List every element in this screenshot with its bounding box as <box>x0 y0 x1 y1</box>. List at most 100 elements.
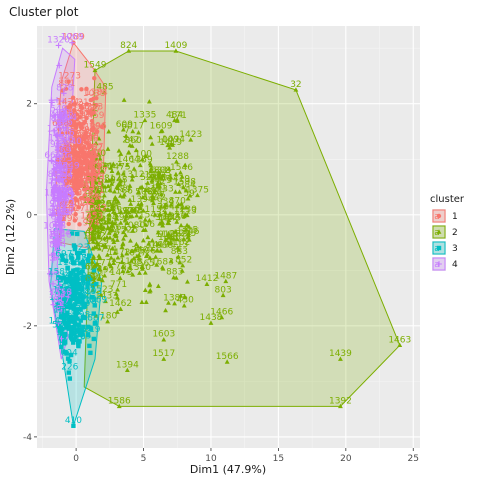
point-label-filler: 190 <box>113 213 130 223</box>
point-label-filler: 581 <box>57 193 74 203</box>
grid-major <box>37 26 420 448</box>
point-label-filler: 1543 <box>139 211 162 221</box>
point-label-filler: 783 <box>86 103 103 113</box>
point-cluster-3 <box>76 343 81 349</box>
point-cluster-2 <box>109 176 115 182</box>
point-cluster-3 <box>67 325 72 331</box>
point-cluster-2 <box>91 221 97 226</box>
point-cluster-3 <box>76 270 81 276</box>
point-cluster-1 <box>80 170 85 175</box>
point-label-filler: 115 <box>78 179 95 189</box>
point-label-filler: 1473 <box>110 268 133 278</box>
point-cluster-2 <box>182 294 188 300</box>
point-labeled-cluster-2 <box>176 181 182 187</box>
point-cluster-2 <box>182 162 188 168</box>
point-cluster-2 <box>115 182 121 188</box>
point-label-filler: 603 <box>85 230 102 240</box>
point-cluster-4 <box>58 176 64 182</box>
point-label-filler: 555 <box>70 303 87 313</box>
point-cluster-2 <box>115 199 121 204</box>
cluster-points <box>47 39 403 428</box>
point-cluster-4 <box>63 124 70 131</box>
point-cluster-2 <box>100 242 106 248</box>
point-cluster-1 <box>72 218 78 223</box>
point-cluster-2 <box>143 253 149 259</box>
point-label-filler: 1129 <box>59 171 82 181</box>
point-cluster-1 <box>94 153 99 159</box>
point-cluster-4 <box>59 219 65 225</box>
point-cluster-3 <box>66 299 71 304</box>
point-cluster-2 <box>102 235 107 241</box>
point-label-filler: 729 <box>51 115 68 125</box>
point-labeled-cluster-2 <box>293 87 299 92</box>
point-label-filler: 1040 <box>59 137 82 147</box>
point-label-filler: 1104 <box>77 169 100 179</box>
point-cluster-3 <box>58 325 64 331</box>
point-label-filler: 89 <box>120 185 132 195</box>
point-cluster-2 <box>174 236 180 242</box>
point-label-filler: 1238 <box>55 279 78 289</box>
point-label-filler: 200 <box>100 200 117 210</box>
point-cluster-1 <box>78 125 84 130</box>
point-cluster-2 <box>185 196 191 201</box>
point-cluster-2 <box>149 238 155 243</box>
point-cluster-3 <box>59 329 64 334</box>
point-cluster-1 <box>84 140 89 145</box>
point-cluster-2 <box>110 237 116 242</box>
point-label-filler: 1177 <box>89 258 112 268</box>
point-label-filler: 1057 <box>124 248 147 258</box>
point-cluster-3 <box>81 324 86 330</box>
y-tick-label: -2 <box>23 322 32 332</box>
point-cluster-1 <box>72 148 78 154</box>
point-label-filler: 1306 <box>65 281 88 291</box>
point-cluster-2 <box>177 259 183 265</box>
point-cluster-3 <box>60 308 65 313</box>
point-cluster-1 <box>74 198 79 203</box>
point-cluster-2 <box>96 206 101 211</box>
point-cluster-2 <box>120 268 126 274</box>
point-cluster-1 <box>81 145 86 150</box>
point-cluster-2 <box>173 171 179 177</box>
point-label-filler: 1301 <box>51 169 74 179</box>
point-label: 1230 <box>174 205 197 215</box>
point-cluster-2 <box>93 140 99 146</box>
point-cluster-1 <box>86 172 91 178</box>
point-cluster-2 <box>132 247 138 252</box>
point-cluster-2 <box>146 241 152 246</box>
point-cluster-3 <box>77 250 83 255</box>
point-label-filler: 1146 <box>49 231 72 241</box>
point-label-filler: 1568 <box>44 189 67 199</box>
point-cluster-4 <box>57 191 64 198</box>
point-label-filler: 827 <box>72 138 89 148</box>
point-label-filler: 733 <box>73 299 90 309</box>
point-cluster-4 <box>61 199 68 206</box>
point-label-filler: 1154 <box>77 158 100 168</box>
point-cluster-2 <box>155 180 160 186</box>
point-label-filler: 1171 <box>70 174 93 184</box>
point-label-filler: 1545 <box>158 213 181 223</box>
point-cluster-2 <box>94 156 100 161</box>
point-cluster-3 <box>62 294 68 299</box>
point-label: 1346 <box>177 227 200 237</box>
point-cluster-2 <box>124 162 130 167</box>
point-label-filler: 485 <box>96 82 113 92</box>
point-cluster-3 <box>91 268 97 273</box>
point-cluster-2 <box>98 222 104 227</box>
point-cluster-2 <box>109 245 115 251</box>
point-cluster-2 <box>126 209 132 215</box>
point-label-filler: 1411 <box>49 316 72 326</box>
point-cluster-2 <box>163 307 168 313</box>
point-cluster-2 <box>146 99 152 104</box>
point-labeled-cluster-2 <box>137 270 142 275</box>
point-label-filler: 499 <box>79 108 96 118</box>
point-label-filler: 1213 <box>72 98 95 108</box>
point-cluster-1 <box>75 169 80 174</box>
point-cluster-1 <box>68 167 73 172</box>
legend-key-letter: a <box>434 228 440 238</box>
point-cluster-2 <box>149 197 155 203</box>
legend-label-4: 4 <box>452 260 458 270</box>
point-label-filler: 776 <box>102 228 119 238</box>
point-label-filler: 43 <box>132 206 143 216</box>
point-label-filler: 1288 <box>166 152 189 162</box>
point-cluster-2 <box>174 219 180 224</box>
